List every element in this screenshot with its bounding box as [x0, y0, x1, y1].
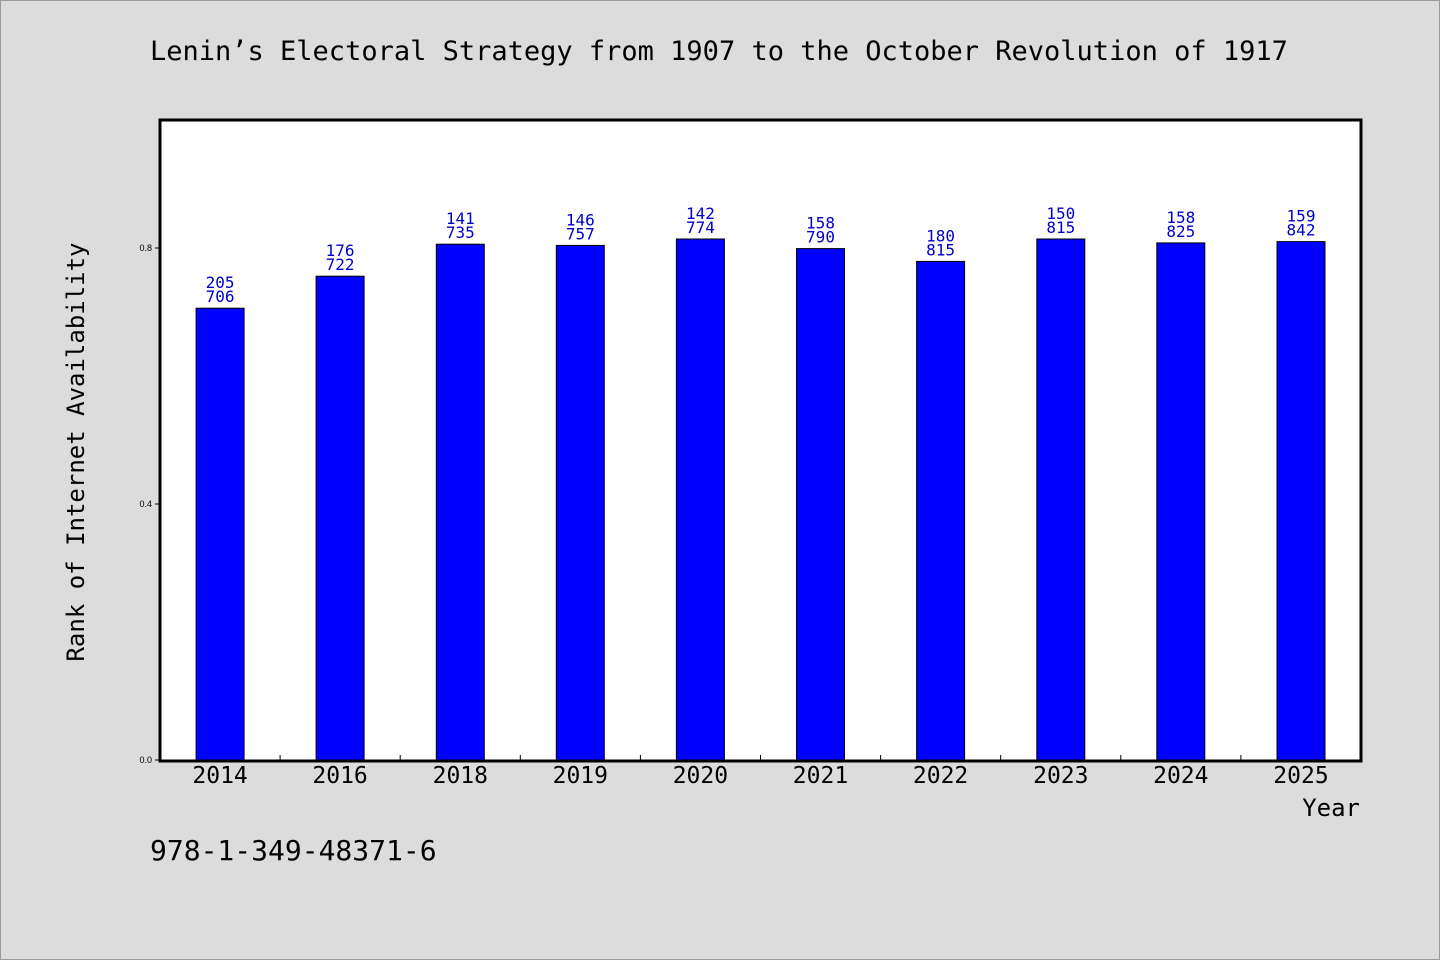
- data-label-bottom-2025: 842: [1287, 221, 1316, 240]
- x-tick-label-2021: 2021: [793, 763, 848, 789]
- data-label-top-2014: 205: [206, 273, 235, 292]
- bar-2025: [1276, 241, 1326, 761]
- data-label-top-2021: 158: [806, 214, 835, 233]
- y-axis-label: Rank of Internet Availability: [62, 242, 90, 661]
- y-tick-label-0.4: 0.4: [139, 499, 152, 509]
- data-label-bottom-2020: 774: [686, 218, 715, 237]
- bar-2022: [916, 260, 966, 761]
- x-tick-label-2014: 2014: [192, 763, 247, 789]
- x-axis-label: Year: [1302, 794, 1360, 822]
- x-tick-label-2022: 2022: [913, 763, 968, 789]
- bar-2018: [435, 243, 485, 761]
- data-label-top-2020: 142: [686, 204, 715, 223]
- bar-2016: [315, 275, 365, 761]
- y-ticks-group: 0.0 0.4 0.8: [139, 243, 160, 765]
- data-label-bottom-2024: 825: [1166, 222, 1195, 241]
- x-tick-label-2023: 2023: [1033, 763, 1088, 789]
- data-label-top-2022: 180: [926, 226, 955, 245]
- data-label-bottom-2018: 735: [446, 223, 475, 242]
- data-label-bottom-2019: 757: [566, 224, 595, 243]
- bar-2023: [1036, 238, 1086, 761]
- x-tick-label-2016: 2016: [312, 763, 367, 789]
- data-label-top-2018: 141: [446, 209, 475, 228]
- footer-code: 978-1-349-48371-6: [150, 834, 437, 867]
- x-tick-label-2025: 2025: [1273, 763, 1328, 789]
- x-tick-label-2020: 2020: [673, 763, 728, 789]
- y-tick-label-0.0: 0.0: [139, 755, 152, 765]
- bars-group: [195, 238, 1326, 761]
- x-ticks-group: 2014 2016 2018 2019 2020 2021 2022 2023 2024 2025: [192, 755, 1329, 789]
- data-label-bottom-2016: 722: [326, 255, 355, 274]
- data-label-bottom-2014: 706: [206, 287, 235, 306]
- x-tick-label-2018: 2018: [433, 763, 488, 789]
- chart-title: Lenin’s Electoral Strategy from 1907 to …: [150, 36, 1288, 67]
- x-tick-label-2024: 2024: [1153, 763, 1208, 789]
- data-label-bottom-2022: 815: [926, 240, 955, 259]
- bar-2021: [796, 248, 845, 761]
- data-label-bottom-2021: 790: [806, 228, 835, 247]
- bar-2024: [1156, 242, 1206, 761]
- data-label-top-2023: 150: [1046, 204, 1075, 223]
- data-label-top-2016: 176: [326, 241, 355, 260]
- data-label-top-2024: 158: [1166, 208, 1195, 227]
- x-tick-label-2019: 2019: [553, 763, 608, 789]
- data-label-top-2025: 159: [1287, 207, 1316, 226]
- y-tick-label-0.8: 0.8: [139, 243, 152, 253]
- bar-2019: [555, 244, 605, 761]
- data-label-bottom-2023: 815: [1046, 218, 1075, 237]
- bar-2014: [195, 307, 245, 761]
- data-label-top-2019: 146: [566, 210, 595, 229]
- bar-2020: [675, 238, 725, 761]
